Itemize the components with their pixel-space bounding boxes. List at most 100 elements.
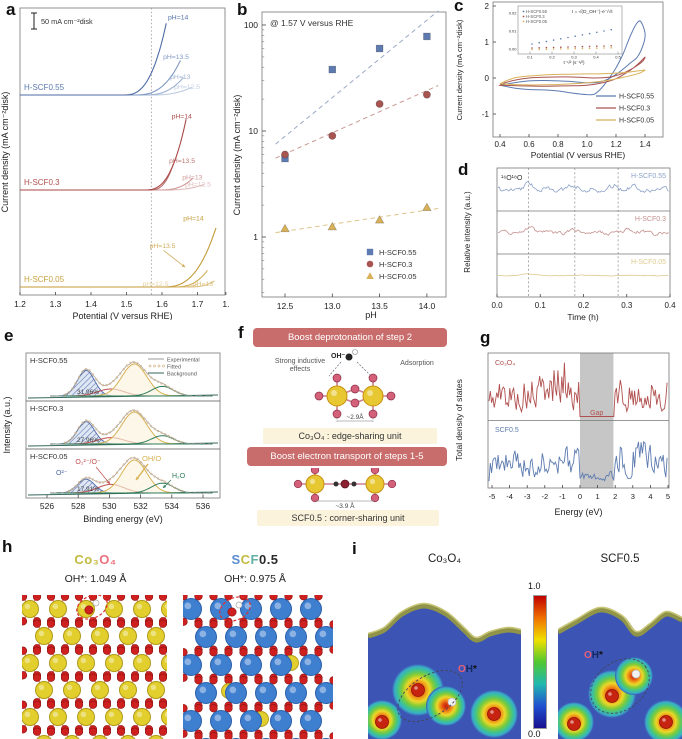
lsv-curve-H-SCF0.3-pH=14	[20, 119, 187, 191]
ph-label: pH=13	[182, 175, 202, 182]
svg-text:0.00: 0.00	[509, 47, 518, 52]
panel-a-letter: a	[6, 0, 16, 19]
legend-label: H-SCF0.55	[619, 94, 654, 101]
lattice-oxygen-percentage: 27.96%	[77, 437, 99, 444]
panel-a-chart: 1.2 1.3 1.4 1.5 1.6 1.7 1. Potential (V versus …	[0, 7, 229, 320]
trace-label: H-SCF0.3	[635, 216, 666, 223]
svg-text:0.3: 0.3	[571, 55, 577, 60]
trendline-H-SCF0.55	[275, 10, 439, 145]
panel-d: d 0.0 0.1 0.2 0.3 0.4 Time (h) Relative intens…	[450, 160, 682, 339]
y-axis-label: Intensity (a.u.)	[2, 396, 12, 453]
panel-e-letter: e	[4, 326, 14, 345]
inset-chronoamperometry: 0.1 0.2 0.3 0.4 0.50.020.010.00H-SCF0.55H-SC…	[509, 5, 623, 60]
x-tick-label: 1	[596, 492, 600, 501]
x-tick-label: 528	[71, 501, 85, 511]
dems-trace-H-SCF0.05	[498, 273, 669, 277]
x-tick-label: 1.5	[121, 299, 133, 309]
legend-marker	[366, 272, 374, 279]
panel-h-letter: h	[2, 537, 13, 556]
dos-trace-Co₃O₄	[488, 362, 668, 417]
spectrum-label: H-SCF0.05	[30, 452, 68, 461]
scale-bar-label: 50 mA cm⁻²disk	[41, 17, 93, 26]
lattice-oxygen-percentage: 17.91%	[77, 486, 99, 493]
spectrum-label: H-SCF0.3	[30, 404, 63, 413]
panel-b: b 12.5 13.0 13.5 14.0 1 10 100 pH Current densit…	[230, 0, 455, 320]
x-tick-label: 0.4	[494, 140, 506, 149]
x-axis-label: Energy (eV)	[554, 507, 602, 517]
data-point-H-SCF0.05	[280, 223, 290, 233]
scf05-oh-bond-length: OH*: 0.975 Å	[224, 573, 286, 585]
y-tick-label: -1	[482, 110, 490, 119]
title-segment: C	[240, 552, 251, 567]
panel-f-letter: f	[238, 323, 244, 342]
x-tick-label: 526	[40, 501, 54, 511]
molecule-corner-sharing: ~3.9 Å	[293, 468, 397, 510]
ph-label: pH=13	[170, 74, 190, 81]
lattice-oxygen-percentage: 31.96%	[77, 389, 99, 396]
x-tick-label: 0.1	[535, 301, 547, 310]
svg-text:0.01: 0.01	[509, 29, 518, 34]
plot-frame	[19, 7, 226, 296]
component-label: O²⁻	[56, 470, 68, 477]
x-tick-label: 0	[578, 492, 582, 501]
x-tick-label: 1.2	[14, 299, 26, 309]
data-point-H-SCF0.05	[422, 202, 432, 211]
legend-label: H-SCF0.3	[379, 260, 412, 269]
banner-electron-transport: Boost electron transport of steps 1-5	[247, 447, 447, 466]
inset-x-axis-label: t⁻¹/² (s⁻¹/²)	[564, 60, 585, 65]
co3o4-charge-density-map: OH*	[368, 590, 521, 739]
x-tick-label: 1.7	[192, 299, 204, 309]
x-tick-label: 530	[102, 501, 116, 511]
x-tick-label: -5	[489, 492, 496, 501]
panel-e-chart: H-SCF0.55 31.96% H-SCF0.3 27.96% H-SCF0.05 17…	[2, 352, 221, 524]
legend-label: Fitted	[167, 364, 181, 370]
oh-minus-label: OH⁻	[331, 353, 346, 360]
co3o4-density-title: Co₃O₄	[427, 553, 462, 565]
colorbar	[533, 595, 547, 729]
panel-d-chart: 0.0 0.1 0.2 0.3 0.4 Time (h) Relative intensit…	[463, 167, 676, 322]
series-label: H-SCF0.3	[24, 178, 60, 187]
data-point-H-SCF0.55	[375, 44, 384, 53]
legend-label: H-SCF0.55	[379, 248, 417, 257]
scf05-density-title: SCF0.5	[600, 553, 640, 565]
panel-a: a 1.2 1.3 1.4 1.5 1.6 1.7 1. Potential (V versu…	[0, 0, 230, 320]
scf05-structure-model	[183, 595, 333, 739]
caption-scf05-corner-sharing: SCF0.5 : corner-sharing unit	[257, 510, 439, 526]
y-tick-label: 1	[253, 232, 258, 242]
ph-label: pH=13.5	[150, 243, 176, 250]
trace-label: SCF0.5	[495, 427, 519, 434]
molecule-edge-sharing: OH⁻ ~2.9Å	[314, 349, 396, 423]
x-tick-label: 1.6	[156, 299, 168, 309]
cv-loop-H-SCF0.3	[499, 56, 646, 87]
svg-text:H-SCF0.05: H-SCF0.05	[526, 19, 548, 24]
legend-label: H-SCF0.3	[619, 106, 650, 113]
ph-label: pH=12.5	[174, 84, 200, 91]
svg-text:H-SCF0.55: H-SCF0.55	[526, 9, 548, 14]
ph-label: pH=12.5	[185, 182, 211, 189]
data-point-H-SCF0.3	[328, 131, 337, 140]
isotope-annotation: ¹⁶O¹⁸O	[501, 175, 523, 182]
x-tick-label: -2	[541, 492, 548, 501]
lsv-curve-H-SCF0.05-pH=14	[20, 227, 217, 288]
series-label: H-SCF0.55	[24, 83, 65, 92]
component-label: H₂O	[172, 473, 186, 480]
x-tick-label: 1.3	[50, 299, 62, 309]
x-tick-label: 1.	[222, 299, 229, 309]
scf05-charge-density-map: OH*	[558, 590, 682, 739]
svg-text:0.2: 0.2	[549, 55, 555, 60]
colorbar-min-label: 0.0	[528, 729, 541, 739]
experimental-line	[49, 457, 212, 494]
label-inductive-effects: Strong inductive effects	[274, 358, 326, 374]
title-segment: ₄	[109, 552, 117, 567]
y-tick-label: 100	[244, 20, 258, 30]
x-tick-label: -4	[506, 492, 513, 501]
cv-loop-H-SCF0.05	[499, 69, 646, 86]
legend-marker	[366, 260, 374, 268]
panel-b-chart: 12.5 13.0 13.5 14.0 1 10 100 pH Current density …	[232, 10, 447, 320]
co3o4-structure-model	[22, 595, 167, 739]
panel-c-chart: 0.4 0.6 0.8 1.0 1.2 1.4 2 1 0 -1 Potential (V vers…	[455, 1, 664, 160]
legend-marker	[366, 248, 374, 256]
panel-h: h Co₃O₄ OH*: 1.049 Å SCF0.5 OH*: 0.975 Å	[0, 535, 340, 739]
data-point-H-SCF0.3	[422, 90, 431, 99]
series-label: H-SCF0.05	[24, 275, 65, 284]
